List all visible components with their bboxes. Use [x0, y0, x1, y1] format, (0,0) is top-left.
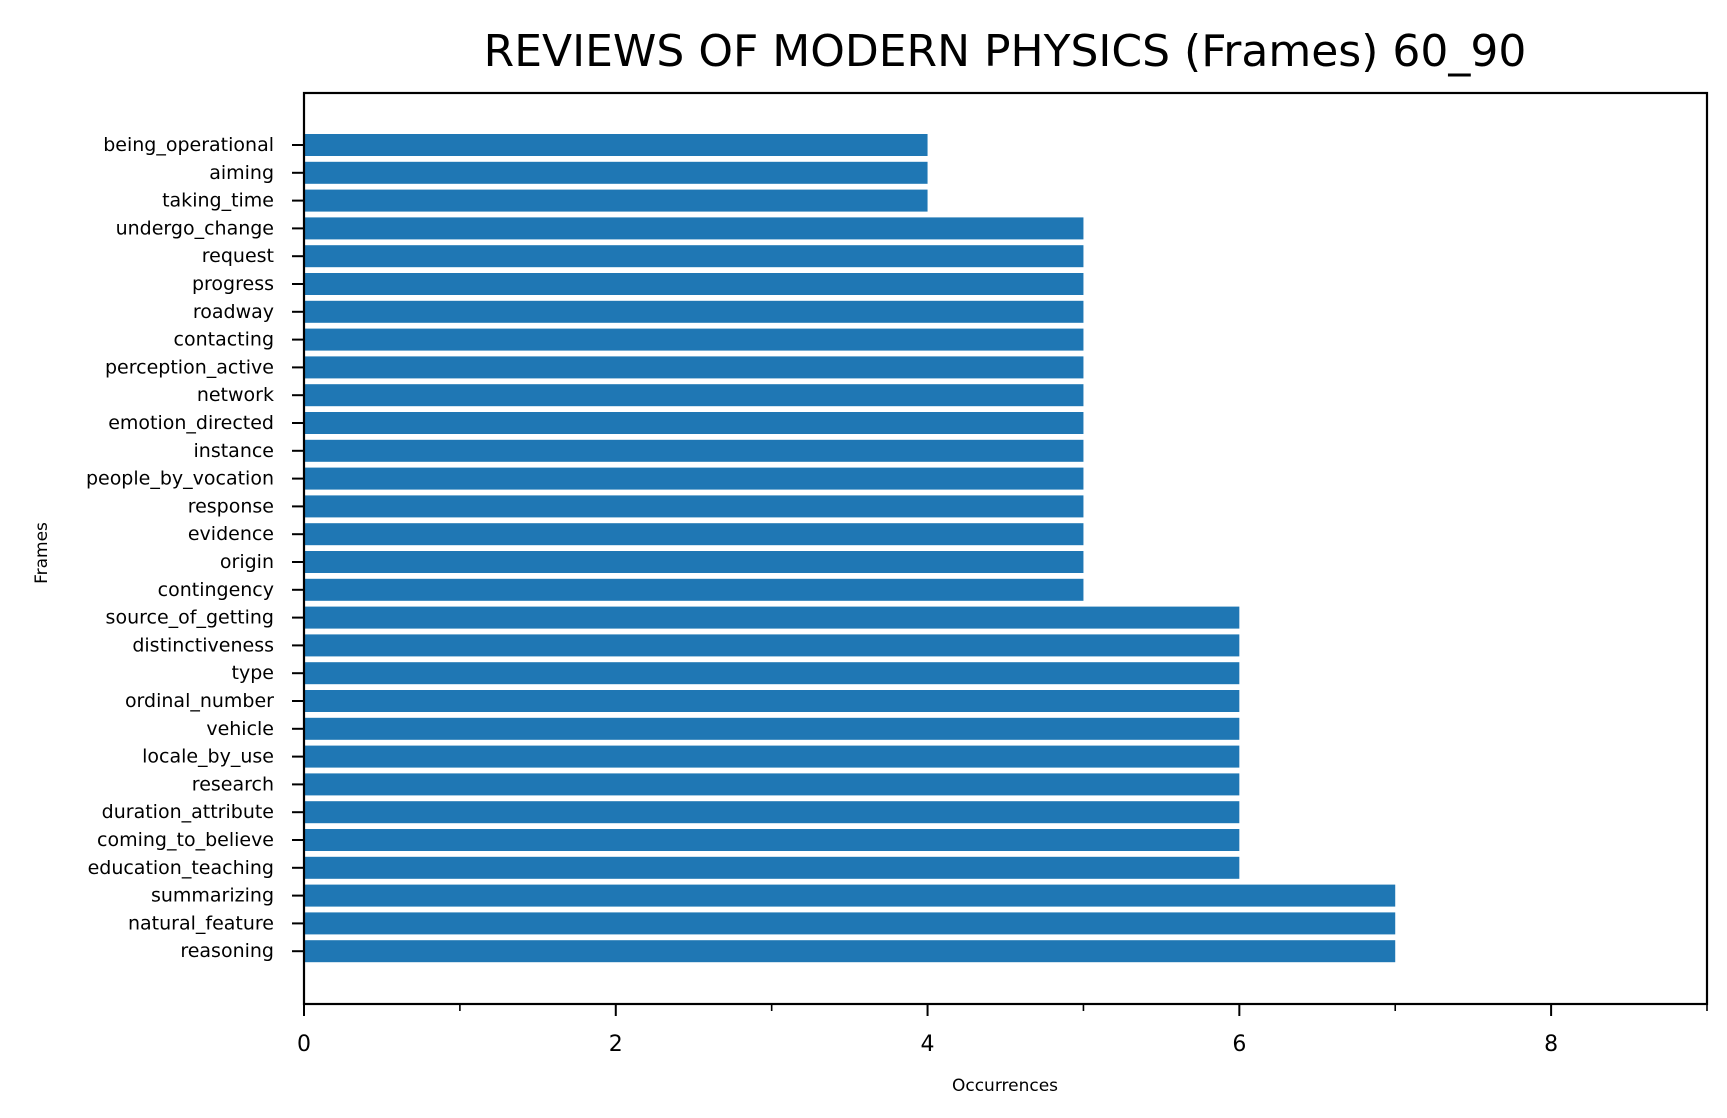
plot-frame	[302, 91, 1709, 1006]
y-tick-label: origin	[220, 551, 274, 573]
bar-duration_attribute	[304, 801, 1240, 824]
bar-vehicle	[304, 717, 1240, 740]
y-tick-label: source_of_getting	[106, 607, 274, 629]
chart-title: REVIEWS OF MODERN PHYSICS (Frames) 60_90	[484, 26, 1527, 77]
y-tick-label: request	[202, 245, 274, 267]
bar-request	[304, 245, 1084, 268]
x-tick-label: 4	[921, 1032, 935, 1057]
y-tick-label: research	[192, 773, 274, 795]
bar-origin	[304, 551, 1084, 573]
bar-people_by_vocation	[304, 467, 1084, 490]
bar-source_of_getting	[304, 606, 1240, 629]
bar-taking_time	[304, 189, 928, 212]
y-tick-label: type	[232, 662, 274, 684]
y-tick-label: reasoning	[180, 940, 274, 962]
y-axis-label: Frames	[32, 522, 52, 584]
y-tick-label: roadway	[193, 301, 274, 323]
bar-coming_to_believe	[304, 829, 1240, 851]
y-tick-label: instance	[194, 440, 275, 462]
bar-education_teaching	[304, 856, 1240, 879]
y-tick-label: progress	[192, 273, 274, 295]
x-tick-label: 0	[297, 1032, 311, 1057]
bar-roadway	[304, 300, 1084, 323]
bar-contingency	[304, 578, 1084, 601]
y-tick-label: contingency	[158, 579, 274, 601]
bar-aiming	[304, 161, 928, 184]
y-tick-label: emotion_directed	[108, 412, 274, 434]
bar-type	[304, 662, 1240, 685]
y-tick-label: education_teaching	[88, 857, 274, 879]
y-tick-label: locale_by_use	[142, 746, 274, 768]
bar-perception_active	[304, 356, 1084, 379]
bar-summarizing	[304, 884, 1396, 907]
bar-undergo_change	[304, 217, 1084, 240]
bar-ordinal_number	[304, 690, 1240, 712]
bar-being_operational	[304, 134, 928, 156]
y-tick-label: response	[188, 495, 274, 517]
bar-contacting	[304, 328, 1084, 351]
y-tick-label: distinctiveness	[132, 634, 274, 656]
bar-evidence	[304, 523, 1084, 546]
y-tick-label: duration_attribute	[102, 801, 274, 823]
bar-progress	[304, 273, 1084, 295]
bar-research	[304, 773, 1240, 796]
bar-distinctiveness	[304, 634, 1240, 657]
y-tick-label: ordinal_number	[125, 690, 274, 712]
y-tick-label: vehicle	[206, 718, 274, 740]
x-axis-label: Occurrences	[952, 1076, 1058, 1096]
y-tick-label: people_by_vocation	[86, 468, 274, 490]
x-tick-label: 6	[1232, 1032, 1246, 1057]
bar-network	[304, 384, 1084, 407]
bar-response	[304, 495, 1084, 518]
y-tick-label: coming_to_believe	[97, 829, 274, 851]
x-ticks-group: 0 2 4 6 8	[297, 1004, 1708, 1057]
bar-locale_by_use	[304, 745, 1240, 768]
y-tick-label: natural_feature	[128, 912, 274, 934]
y-tick-label: contacting	[174, 329, 274, 351]
y-tick-label: being_operational	[103, 134, 274, 156]
y-tick-label: undergo_change	[116, 217, 274, 239]
bar-reasoning	[304, 940, 1396, 963]
bar-instance	[304, 439, 1084, 462]
x-tick-label: 2	[609, 1032, 623, 1057]
y-tick-label: summarizing	[151, 885, 274, 907]
y-tick-label: aiming	[209, 162, 274, 184]
y-tick-label: taking_time	[162, 190, 274, 212]
bar-natural_feature	[304, 912, 1396, 935]
bar-emotion_directed	[304, 412, 1084, 434]
y-tick-label: evidence	[188, 523, 274, 545]
bars-group	[304, 134, 1396, 963]
x-tick-label: 8	[1544, 1032, 1558, 1057]
y-tick-label: network	[197, 384, 274, 406]
y-tick-label: perception_active	[105, 356, 274, 378]
